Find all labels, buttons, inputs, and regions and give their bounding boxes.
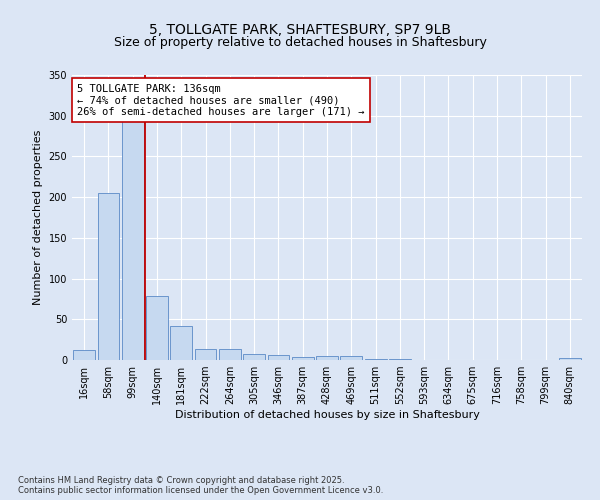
Bar — [219, 350, 241, 360]
Bar — [292, 356, 314, 360]
X-axis label: Distribution of detached houses by size in Shaftesbury: Distribution of detached houses by size … — [175, 410, 479, 420]
Bar — [340, 356, 362, 360]
Bar — [73, 350, 95, 360]
Bar — [170, 326, 192, 360]
Bar — [316, 356, 338, 360]
Bar — [243, 354, 265, 360]
Bar — [268, 355, 289, 360]
Text: Contains HM Land Registry data © Crown copyright and database right 2025.
Contai: Contains HM Land Registry data © Crown c… — [18, 476, 383, 495]
Bar — [97, 193, 119, 360]
Y-axis label: Number of detached properties: Number of detached properties — [33, 130, 43, 305]
Bar — [559, 358, 581, 360]
Bar — [146, 296, 168, 360]
Bar — [194, 350, 217, 360]
Text: 5 TOLLGATE PARK: 136sqm
← 74% of detached houses are smaller (490)
26% of semi-d: 5 TOLLGATE PARK: 136sqm ← 74% of detache… — [77, 84, 365, 116]
Text: Size of property relative to detached houses in Shaftesbury: Size of property relative to detached ho… — [113, 36, 487, 49]
Bar — [365, 359, 386, 360]
Text: 5, TOLLGATE PARK, SHAFTESBURY, SP7 9LB: 5, TOLLGATE PARK, SHAFTESBURY, SP7 9LB — [149, 22, 451, 36]
Bar — [389, 359, 411, 360]
Bar — [122, 120, 143, 360]
